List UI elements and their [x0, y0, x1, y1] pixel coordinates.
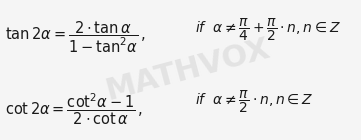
Text: $\cot 2\alpha = \dfrac{\cot^{2}\!\alpha - 1}{2 \cdot \cot \alpha}\,,$: $\cot 2\alpha = \dfrac{\cot^{2}\!\alpha … [5, 92, 144, 127]
Text: MATHVOX: MATHVOX [102, 34, 273, 106]
Text: $if\ \ \alpha \neq \dfrac{\pi}{4} + \dfrac{\pi}{2} \cdot n, n \in Z$: $if\ \ \alpha \neq \dfrac{\pi}{4} + \dfr… [195, 16, 341, 43]
Text: $if\ \ \alpha \neq \dfrac{\pi}{2} \cdot n, n \in Z$: $if\ \ \alpha \neq \dfrac{\pi}{2} \cdot … [195, 89, 313, 115]
Text: $\tan 2\alpha = \dfrac{2 \cdot \tan \alpha}{1 - \tan^{2}\!\alpha}\,,$: $\tan 2\alpha = \dfrac{2 \cdot \tan \alp… [5, 20, 146, 55]
